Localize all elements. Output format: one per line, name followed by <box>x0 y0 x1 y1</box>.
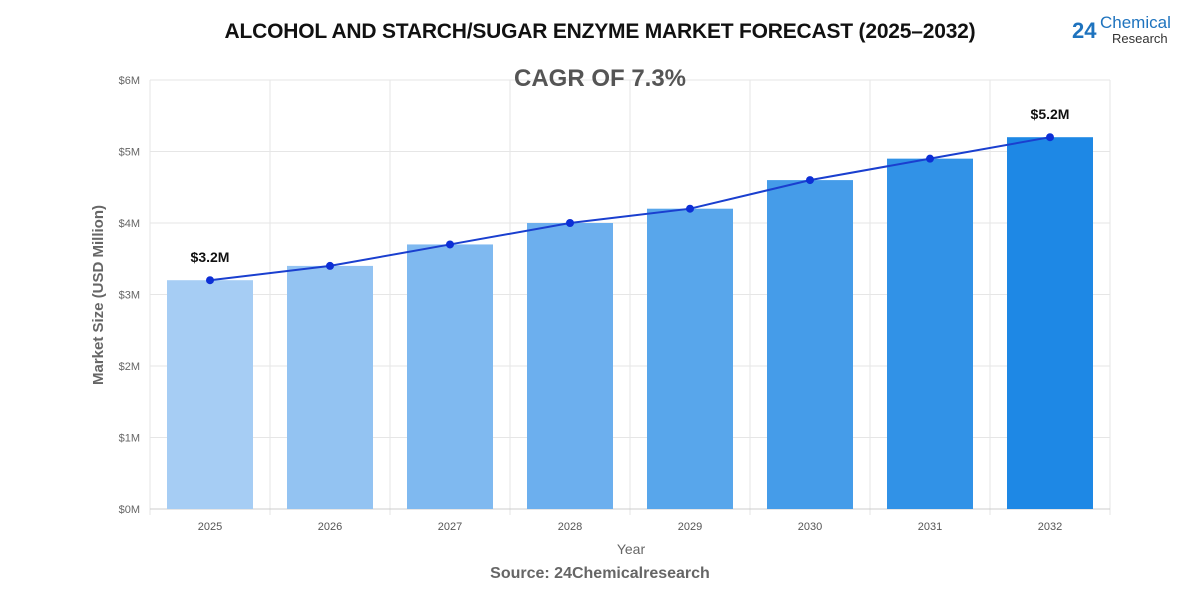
data-label: $3.2M <box>191 249 230 265</box>
trend-point <box>1046 133 1054 142</box>
trend-point <box>326 261 334 270</box>
chart-title: ALCOHOL AND STARCH/SUGAR ENZYME MARKET F… <box>224 20 976 43</box>
bar-2029 <box>647 208 733 509</box>
trend-point <box>686 204 694 213</box>
bar-2030 <box>767 180 853 509</box>
x-tick-label: 2030 <box>798 521 822 533</box>
trend-point <box>206 276 214 285</box>
y-tick-label: $2M <box>119 361 140 373</box>
x-tick-label: 2031 <box>918 521 942 533</box>
y-tick-label: $5M <box>119 147 140 159</box>
bar-2032 <box>1007 137 1093 509</box>
trend-line <box>209 136 1051 282</box>
x-tick-label: 2025 <box>198 521 222 533</box>
x-tick-label: 2027 <box>438 521 462 533</box>
bar-2028 <box>527 223 613 509</box>
x-tick-label: 2032 <box>1038 521 1062 533</box>
trend-point <box>446 240 454 249</box>
data-label: $5.2M <box>1031 106 1070 122</box>
source-note: Source: 24Chemicalresearch <box>490 565 710 582</box>
y-tick-label: $0M <box>119 504 140 516</box>
bar-2031 <box>887 158 973 509</box>
y-tick-label: $4M <box>119 218 140 230</box>
bar-2025 <box>167 280 253 509</box>
x-tick-label: 2026 <box>318 521 342 533</box>
logo: 24 Chemical Research <box>1072 12 1200 48</box>
logo-word-chemical: Chemical <box>1100 13 1171 32</box>
y-tick-label: $3M <box>119 290 140 302</box>
y-tick-label: $6M <box>119 75 140 87</box>
x-tick-label: 2029 <box>678 521 702 533</box>
logo-mark: 24 <box>1072 18 1097 43</box>
trend-point <box>806 176 814 185</box>
x-tick-label: 2028 <box>558 521 582 533</box>
trend-point <box>566 219 574 227</box>
y-tick-label: $1M <box>119 433 140 445</box>
bar-2027 <box>407 244 493 509</box>
logo-word-research: Research <box>1112 31 1168 46</box>
cagr-annotation: CAGR OF 7.3% <box>514 65 686 92</box>
bar-2026 <box>287 265 373 509</box>
trend-point <box>926 154 934 163</box>
x-axis-title: Year <box>617 541 646 557</box>
y-axis-title: Market Size (USD Million) <box>90 205 107 385</box>
